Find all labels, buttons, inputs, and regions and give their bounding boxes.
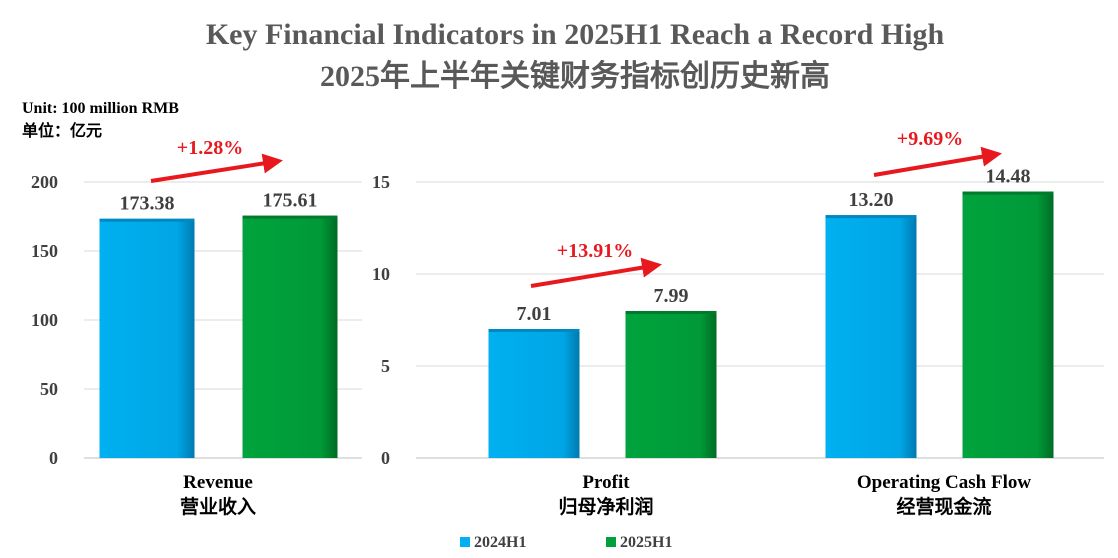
legend-swatch-2025H1 xyxy=(606,537,616,547)
y-tick-label: 5 xyxy=(381,356,390,376)
growth-label: +1.28% xyxy=(177,137,243,159)
category-label-zh: 经营现金流 xyxy=(896,495,991,518)
bar-2025H1-operating-cash-flow xyxy=(962,191,1054,458)
bar-top-edge xyxy=(488,329,580,333)
data-label: 173.38 xyxy=(120,193,175,215)
data-label: 7.01 xyxy=(517,303,552,325)
y-tick-label: 0 xyxy=(381,448,390,468)
bar-top-edge xyxy=(962,191,1054,195)
bar xyxy=(625,310,717,458)
bar xyxy=(825,215,917,458)
bar-top-edge xyxy=(99,218,195,222)
growth-arrow xyxy=(873,146,1002,177)
bar-2024H1-revenue xyxy=(99,218,195,458)
growth-arrow xyxy=(530,257,662,288)
bar-top-edge xyxy=(242,215,338,219)
bar-top-edge xyxy=(825,215,917,219)
legend-swatch-2024H1 xyxy=(460,537,470,547)
data-label: 13.20 xyxy=(849,189,894,211)
unit-label-zh: 单位：亿元 xyxy=(22,121,102,140)
unit-label-en: Unit: 100 million RMB xyxy=(22,100,179,117)
bar-2024H1-profit xyxy=(488,329,580,458)
category-label-en: Operating Cash Flow xyxy=(857,472,1031,493)
y-tick-label: 10 xyxy=(372,264,390,284)
y-tick-label: 200 xyxy=(31,172,58,192)
category-label-en: Revenue xyxy=(183,472,253,493)
y-tick-label: 100 xyxy=(31,310,58,330)
y-tick-label: 15 xyxy=(372,172,390,192)
bar-2025H1-revenue xyxy=(242,215,338,458)
bar xyxy=(962,191,1054,458)
category-label-en: Profit xyxy=(582,472,630,493)
chart-title-zh: 2025年上半年关键财务指标创历史新高 xyxy=(320,60,830,93)
data-label: 175.61 xyxy=(263,190,318,212)
growth-label: +13.91% xyxy=(557,240,633,262)
bar xyxy=(99,218,195,458)
category-label-zh: 营业收入 xyxy=(180,495,256,518)
bar-2025H1-profit xyxy=(625,310,717,458)
bar xyxy=(488,329,580,458)
bar-2024H1-operating-cash-flow xyxy=(825,215,917,458)
bar-top-edge xyxy=(625,310,717,314)
y-tick-label: 50 xyxy=(40,379,58,399)
chart-title-en: Key Financial Indicators in 2025H1 Reach… xyxy=(206,18,945,51)
bar xyxy=(242,215,338,458)
growth-arrow xyxy=(150,153,283,183)
y-tick-label: 150 xyxy=(31,241,58,261)
category-label-zh: 归母净利润 xyxy=(558,495,653,518)
legend-label-2024H1: 2024H1 xyxy=(474,534,526,551)
legend: 2024H1 2025H1 xyxy=(460,534,672,551)
data-label: 7.99 xyxy=(654,285,689,307)
y-tick-label: 0 xyxy=(49,448,58,468)
data-label: 14.48 xyxy=(986,166,1031,188)
growth-label: +9.69% xyxy=(897,128,963,150)
legend-label-2025H1: 2025H1 xyxy=(620,534,672,551)
